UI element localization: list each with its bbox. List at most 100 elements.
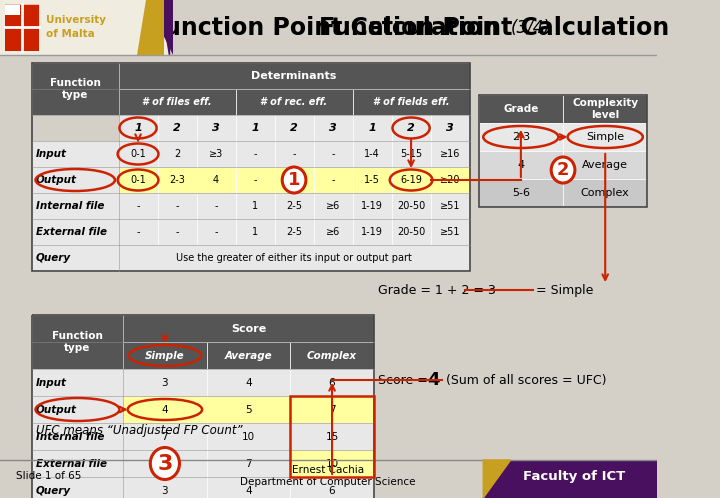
Bar xyxy=(207,423,290,450)
Text: -: - xyxy=(253,175,257,185)
Text: # of fields eff.: # of fields eff. xyxy=(373,97,449,107)
Text: ≥51: ≥51 xyxy=(440,201,460,211)
Text: ≥51: ≥51 xyxy=(440,227,460,237)
Text: Function Point Calculation: Function Point Calculation xyxy=(319,16,670,40)
Bar xyxy=(235,219,274,245)
Text: 2: 2 xyxy=(557,161,570,179)
Text: Score =: Score = xyxy=(379,374,432,386)
Bar xyxy=(0,0,160,55)
Text: 4: 4 xyxy=(427,371,439,389)
Bar xyxy=(32,245,119,271)
Text: Input: Input xyxy=(35,377,66,387)
Bar xyxy=(32,396,123,423)
Text: 1: 1 xyxy=(251,123,259,133)
Text: Score: Score xyxy=(231,324,266,334)
Bar xyxy=(119,141,158,167)
Bar xyxy=(32,63,469,271)
Bar xyxy=(563,123,647,151)
Bar xyxy=(197,115,235,141)
Bar xyxy=(290,396,374,423)
Bar xyxy=(32,167,119,193)
Text: -: - xyxy=(215,201,217,211)
Text: -: - xyxy=(253,149,257,159)
Text: ≥16: ≥16 xyxy=(440,149,460,159)
Bar xyxy=(274,219,313,245)
Bar xyxy=(392,167,431,193)
Text: Grade: Grade xyxy=(503,104,539,114)
Bar xyxy=(353,219,392,245)
Text: 6: 6 xyxy=(329,486,336,496)
Text: -: - xyxy=(175,201,179,211)
Text: 1-4: 1-4 xyxy=(364,149,380,159)
Text: 4: 4 xyxy=(161,404,168,414)
Text: -: - xyxy=(331,149,335,159)
Bar xyxy=(563,151,647,179)
Text: Complex: Complex xyxy=(307,351,357,361)
Bar xyxy=(235,115,274,141)
Bar xyxy=(290,477,374,498)
Circle shape xyxy=(552,157,575,183)
Bar xyxy=(158,141,197,167)
Bar xyxy=(274,141,313,167)
Bar xyxy=(13,5,20,15)
Text: 3: 3 xyxy=(446,123,454,133)
Text: 15: 15 xyxy=(325,431,338,442)
Text: 2-5: 2-5 xyxy=(286,201,302,211)
Bar xyxy=(119,89,235,115)
Bar xyxy=(274,193,313,219)
Bar xyxy=(32,450,123,477)
Bar xyxy=(119,193,158,219)
Text: External file: External file xyxy=(35,227,107,237)
Text: = Simple: = Simple xyxy=(536,283,593,296)
Bar xyxy=(479,151,563,179)
Text: Complex: Complex xyxy=(581,188,629,198)
Text: -: - xyxy=(331,175,335,185)
Text: Ernest Cachia: Ernest Cachia xyxy=(292,465,364,475)
Bar xyxy=(0,0,168,55)
Bar xyxy=(197,141,235,167)
Bar xyxy=(32,315,123,369)
Bar xyxy=(479,95,563,123)
Text: 1-19: 1-19 xyxy=(361,201,383,211)
Bar xyxy=(32,219,119,245)
Bar xyxy=(158,219,197,245)
Polygon shape xyxy=(160,0,168,55)
Text: Function
type: Function type xyxy=(50,78,101,100)
Bar xyxy=(32,477,123,498)
Bar xyxy=(313,219,353,245)
Bar xyxy=(168,0,657,55)
Bar xyxy=(479,179,563,207)
Text: 10: 10 xyxy=(325,459,338,469)
Text: 5: 5 xyxy=(245,404,252,414)
Text: 2: 2 xyxy=(174,149,180,159)
Text: 3: 3 xyxy=(161,377,168,387)
Bar xyxy=(353,141,392,167)
Text: -: - xyxy=(175,227,179,237)
Text: 4: 4 xyxy=(213,175,219,185)
Text: Query: Query xyxy=(35,253,71,263)
Text: 0-1: 0-1 xyxy=(130,149,146,159)
Text: 3: 3 xyxy=(212,123,220,133)
Text: 2: 2 xyxy=(290,123,298,133)
Text: 5-6: 5-6 xyxy=(512,188,530,198)
Text: 4: 4 xyxy=(517,160,524,170)
Circle shape xyxy=(282,167,306,193)
Text: Grade = 1 + 2 = 3: Grade = 1 + 2 = 3 xyxy=(379,283,496,296)
Text: Query: Query xyxy=(35,486,71,496)
Bar xyxy=(207,450,290,477)
Bar xyxy=(290,342,374,369)
Bar xyxy=(353,193,392,219)
Text: 1: 1 xyxy=(134,123,142,133)
Text: 2: 2 xyxy=(408,123,415,133)
Bar xyxy=(119,219,158,245)
Bar xyxy=(123,342,207,369)
Text: Slide 1 of 65: Slide 1 of 65 xyxy=(17,471,82,481)
Bar xyxy=(483,460,657,498)
Bar xyxy=(32,141,119,167)
Text: 5: 5 xyxy=(161,459,168,469)
Text: ≥6: ≥6 xyxy=(326,201,340,211)
Text: ≥20: ≥20 xyxy=(440,175,460,185)
Text: 20-50: 20-50 xyxy=(397,227,426,237)
Polygon shape xyxy=(483,460,510,498)
Bar xyxy=(274,115,313,141)
